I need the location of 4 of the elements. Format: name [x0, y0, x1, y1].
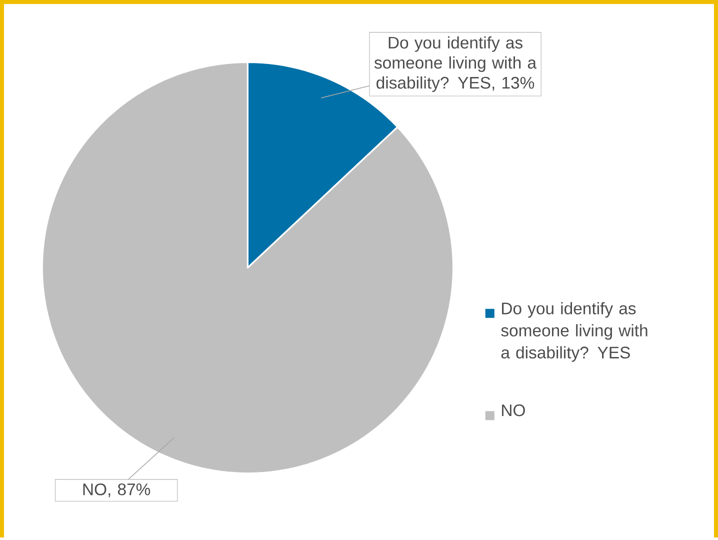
legend-label: NO: [502, 404, 525, 416]
data-label: NO, 87%: [83, 484, 150, 498]
data-label: Do you identify as someone living with a disability? YES, 13%: [374, 36, 537, 92]
legend-label: Do you identify as someone living with a disability? YES: [501, 302, 648, 362]
